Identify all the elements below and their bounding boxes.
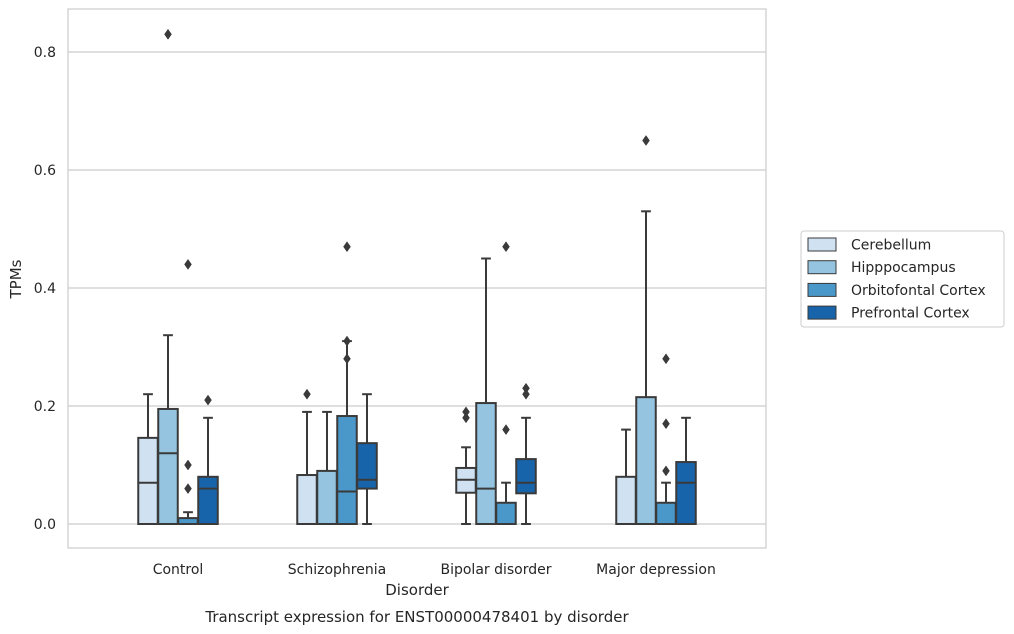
legend-swatch — [807, 282, 837, 297]
y-tick-label: 0.4 — [34, 281, 56, 297]
outlier-point — [502, 241, 510, 253]
box-orbitofontal-cortex — [177, 258, 199, 525]
outlier-point — [343, 241, 351, 253]
box-body — [495, 501, 517, 526]
box-prefrontal-cortex — [675, 416, 697, 525]
box-cerebellum — [455, 406, 477, 525]
legend-swatch — [807, 260, 837, 275]
plot-frame — [67, 8, 767, 549]
outlier-point — [662, 418, 670, 430]
legend-label: Orbitofontal Cortex — [851, 283, 986, 299]
outlier-point — [522, 382, 530, 394]
box-body — [356, 442, 378, 490]
box-hipppocampus — [635, 135, 657, 525]
box-body — [296, 474, 318, 525]
box-orbitofontal-cortex — [655, 353, 677, 526]
legend-label: Cerebellum — [851, 238, 931, 254]
box-hipppocampus — [157, 28, 179, 526]
outlier-point — [462, 406, 470, 418]
box-prefrontal-cortex — [356, 393, 378, 525]
chart-caption: Transcript expression for ENST0000047840… — [204, 608, 629, 626]
box-orbitofontal-cortex — [336, 241, 358, 525]
x-tick-label: Bipolar disorder — [440, 562, 551, 578]
legend-swatch — [807, 237, 837, 252]
box-layer — [137, 28, 697, 526]
box-body — [197, 475, 219, 525]
box-body — [137, 436, 159, 525]
legend: Cerebellum Hipppocampus Orbitofontal Corte… — [800, 230, 1005, 328]
legend-swatch — [807, 305, 837, 320]
box-body — [675, 461, 697, 525]
x-tick-label: Major depression — [596, 562, 716, 578]
box-body — [615, 475, 637, 525]
box-body — [655, 501, 677, 526]
x-axis-label: Disorder — [385, 581, 449, 599]
box-body — [515, 458, 537, 495]
x-tick-label: Control — [153, 562, 204, 578]
outlier-point — [502, 424, 510, 436]
box-body — [475, 402, 497, 525]
y-tick-label: 0.8 — [34, 45, 56, 61]
outlier-point — [662, 353, 670, 365]
outlier-point — [164, 28, 172, 40]
legend-label: Hipppocampus — [851, 260, 956, 276]
box-body — [316, 469, 338, 525]
outlier-point — [642, 135, 650, 146]
y-tick-label: 0.0 — [34, 517, 56, 533]
outlier-point — [184, 258, 192, 270]
x-tick-label: Schizophrenia — [288, 562, 386, 578]
outlier-point — [522, 388, 530, 400]
box-body — [635, 396, 657, 525]
y-tick-label: 0.6 — [34, 163, 56, 179]
outlier-point — [343, 353, 351, 365]
box-orbitofontal-cortex — [495, 241, 517, 526]
box-body — [336, 415, 358, 525]
x-tick-labels: Control Schizophrenia Bipolar disorder Majo… — [153, 562, 716, 578]
y-axis-label: TPMs — [7, 259, 25, 299]
legend-label: Prefrontal Cortex — [851, 306, 970, 322]
outlier-point — [303, 388, 311, 400]
box-hipppocampus — [475, 257, 497, 525]
box-prefrontal-cortex — [197, 394, 219, 525]
box-body — [157, 407, 179, 526]
legend-frame — [800, 230, 1005, 328]
y-tick-labels: 0.0 0.2 0.4 0.6 0.8 — [34, 45, 56, 533]
outlier-point — [184, 459, 192, 471]
outlier-point — [462, 412, 470, 424]
outlier-point — [662, 465, 670, 477]
y-tick-label: 0.2 — [34, 399, 56, 415]
outlier-point — [343, 335, 351, 347]
outlier-point — [184, 483, 192, 495]
outlier-point — [204, 394, 212, 406]
box-prefrontal-cortex — [515, 382, 537, 525]
